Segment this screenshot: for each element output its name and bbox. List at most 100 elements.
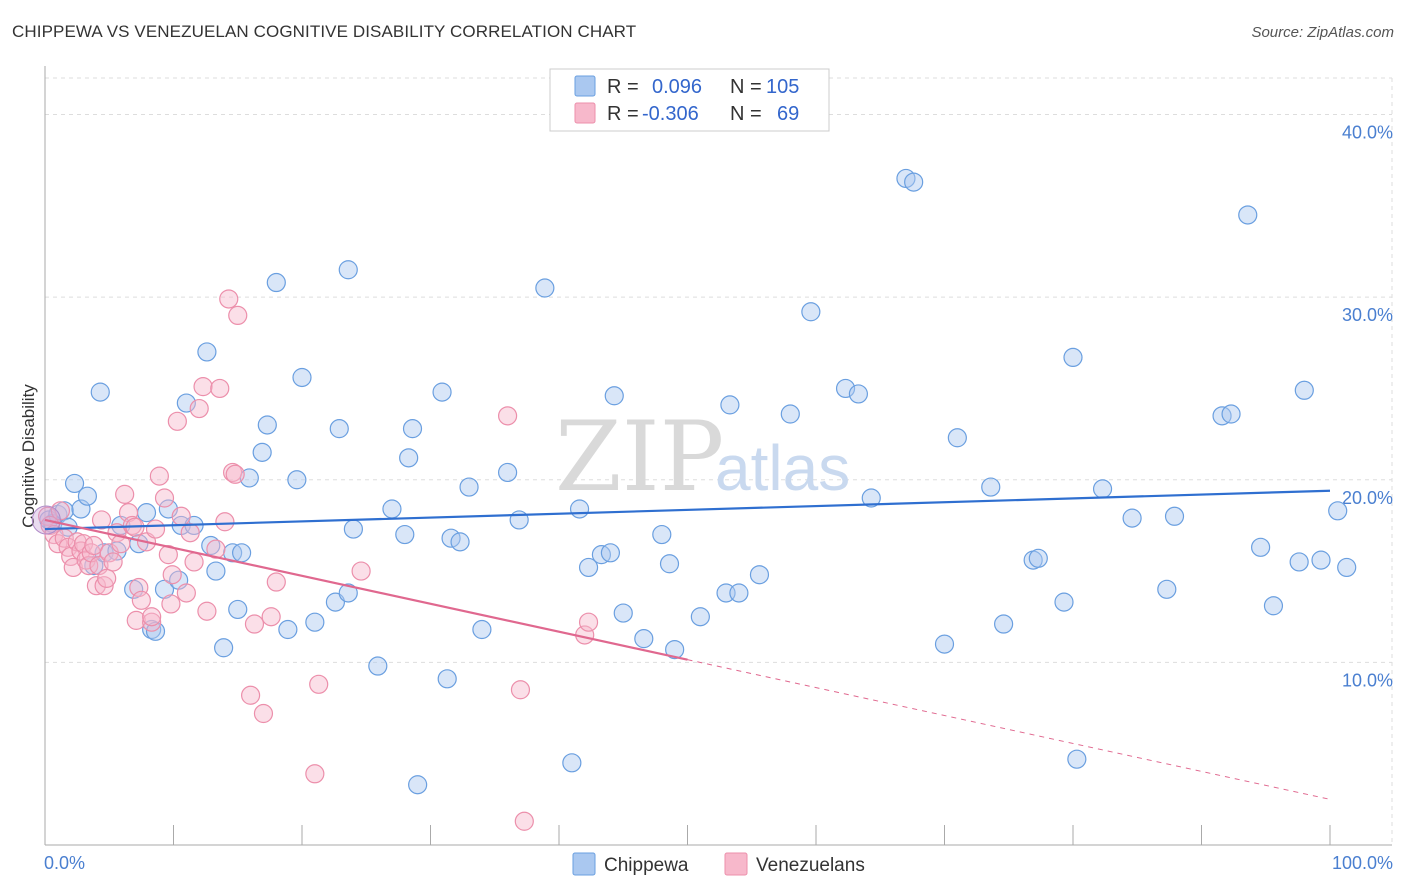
chippewa-point [432,382,452,402]
venezuelan-point [103,552,123,572]
venezuelan-point [86,576,107,596]
chippewa-point [1122,508,1142,528]
venezuelan-point [189,398,209,419]
chippewa-point [136,503,157,523]
chippewa-point [408,775,428,795]
chippewa-point [604,386,624,406]
chippewa-point [652,524,672,545]
legend-n-label-2: N = [730,103,762,125]
venezuelan-point [351,561,371,581]
chippewa-point [459,477,479,497]
trendlines [44,489,1331,800]
y-tick-label-1: 10.0% [1342,670,1393,690]
chippewa-point [861,488,881,508]
venezuelan-point [161,594,181,614]
chippewa-point [382,499,402,519]
legend-r-value-1: 0.096 [652,76,702,98]
legend-frame [549,68,830,132]
venezuelan-point [149,466,169,486]
chippewa-point [729,583,749,603]
chippewa-point [904,172,924,192]
chippewa-point [472,619,492,640]
y-tick-label-2: 20.0% [1342,488,1393,508]
chippewa-point [338,583,358,603]
chippewa-point [402,419,423,439]
chippewa-point [780,404,800,424]
y-tick-label-3: 30.0% [1342,305,1393,325]
venezuelan-point [91,510,112,530]
venezuelan-point [145,519,166,539]
venezuelan-point [215,512,235,532]
chippewa-point [749,565,770,585]
legend-n-label-1: N = [730,76,762,98]
chippewa-trendline [44,489,1331,531]
venezuelan-trendline-extrapolated [687,659,1331,800]
chippewa-point [305,612,325,632]
venezuelan-point [162,565,182,585]
chippewa-point [206,561,226,581]
chippewa-point [1328,501,1348,521]
x-tick-label-max: 100.0% [1332,853,1393,873]
chippewa-point [848,384,869,404]
venezuelan-point [225,464,245,484]
chippewa-point [720,395,740,415]
venezuelan-point [253,703,274,724]
y-tick-label-4: 40.0% [1342,123,1393,143]
legend-box: R = 0.096 N = 105 R = -0.306 N = 69 [549,68,830,132]
chippewa-point [1311,550,1331,570]
chippewa-points [39,168,1357,795]
chippewa-point [1164,506,1185,526]
x-tick-label-min: 0.0% [44,853,85,873]
chippewa-point [1028,548,1048,568]
legend-r-label-1: R = [607,76,639,98]
bottom-legend-swatch-venezuelans [724,852,748,876]
chippewa-point [368,656,388,676]
chippewa-point [399,448,419,468]
venezuelan-point [578,612,599,632]
chippewa-point [934,634,955,654]
legend-swatch-chippewa [574,75,596,97]
venezuelan-point [261,607,281,627]
venezuelan-point [84,535,104,556]
chippewa-point [287,470,307,490]
y-tick-labels: 10.0% 20.0% 30.0% 40.0% [1342,123,1393,691]
venezuelan-point [514,811,534,831]
venezuelan-point [94,576,114,596]
venezuelan-point [171,506,191,526]
chippewa-point [1263,596,1284,616]
legend-swatch-venezuelans [574,102,596,124]
chippewa-point [90,382,110,402]
x-tick-labels: 0.0% 100.0% [44,853,1393,873]
chippewa-point [329,419,349,439]
y-axis-label: Cognitive Disability [19,384,38,528]
axes [44,66,1392,846]
chippewa-point [1054,592,1074,612]
venezuelan-point [154,488,175,508]
chippewa-point [197,342,217,362]
watermark: ZIP atlas [555,401,850,513]
venezuelan-point [126,610,146,630]
venezuelan-point [219,289,239,309]
legend-n-value-1: 105 [766,76,799,98]
chippewa-point [1092,479,1113,499]
venezuelan-point [498,406,518,426]
legend-r-label-2: R = [607,103,639,125]
chippewa-point [1251,537,1271,557]
chippewa-point [278,619,298,640]
chippewa-point [947,428,967,448]
chippewa-point [214,638,234,658]
chippewa-point [1067,749,1087,769]
chippewa-point [659,554,680,574]
venezuelan-point [244,614,265,634]
venezuelan-point [266,572,286,592]
chippewa-point [569,499,590,519]
venezuelan-point [97,568,117,588]
chippewa-point [562,753,582,773]
venezuelan-point [193,377,213,397]
chippewa-point [1294,380,1314,400]
bottom-legend-swatch-chippewa [572,852,596,876]
bottom-legend-chippewa: Chippewa [604,855,689,876]
chippewa-point [395,524,415,545]
watermark-zip: ZIP [555,401,724,513]
